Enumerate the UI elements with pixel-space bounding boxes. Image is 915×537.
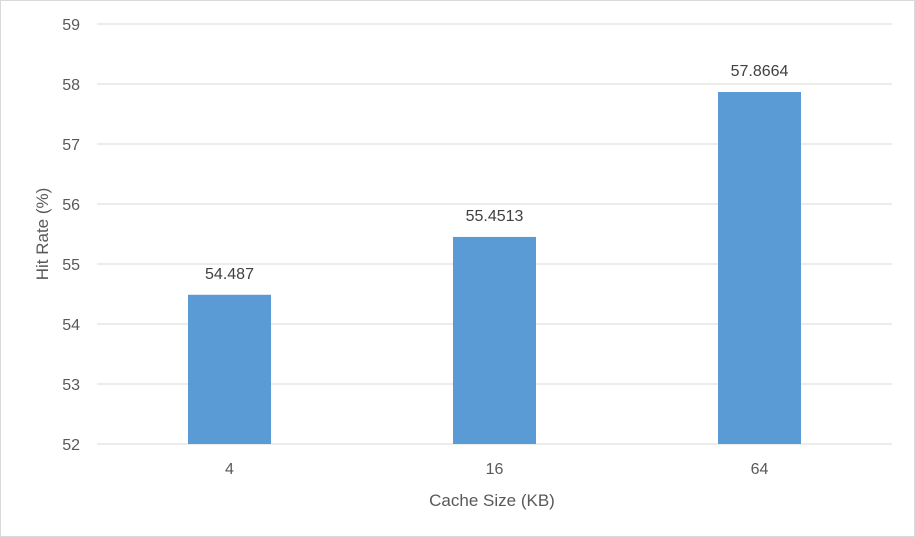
y-tick-label: 57: [62, 137, 80, 154]
x-tick-label: 4: [225, 461, 234, 478]
y-tick-label: 54: [62, 317, 80, 334]
y-tick-label: 53: [62, 377, 80, 394]
x-axis-title: Cache Size (KB): [429, 491, 555, 510]
y-axis-ticks: 52 53 54 55 56 57 58 59: [62, 17, 80, 454]
x-tick-label: 64: [751, 461, 769, 478]
bars: [188, 92, 801, 445]
data-labels: 54.487 55.4513 57.8664: [205, 63, 788, 283]
y-tick-label: 55: [62, 257, 80, 274]
y-tick-label: 52: [62, 437, 80, 454]
bar[interactable]: [453, 236, 536, 444]
y-axis-title: Hit Rate (%): [33, 188, 52, 281]
bar[interactable]: [718, 92, 801, 445]
x-tick-label: 16: [486, 461, 504, 478]
x-axis-ticks: 4 16 64: [225, 461, 768, 478]
bar[interactable]: [188, 294, 271, 444]
y-tick-label: 59: [62, 17, 80, 34]
data-label: 55.4513: [466, 208, 524, 225]
data-label: 54.487: [205, 266, 254, 283]
data-label: 57.8664: [731, 63, 789, 80]
y-tick-label: 58: [62, 77, 80, 94]
y-tick-label: 56: [62, 197, 80, 214]
